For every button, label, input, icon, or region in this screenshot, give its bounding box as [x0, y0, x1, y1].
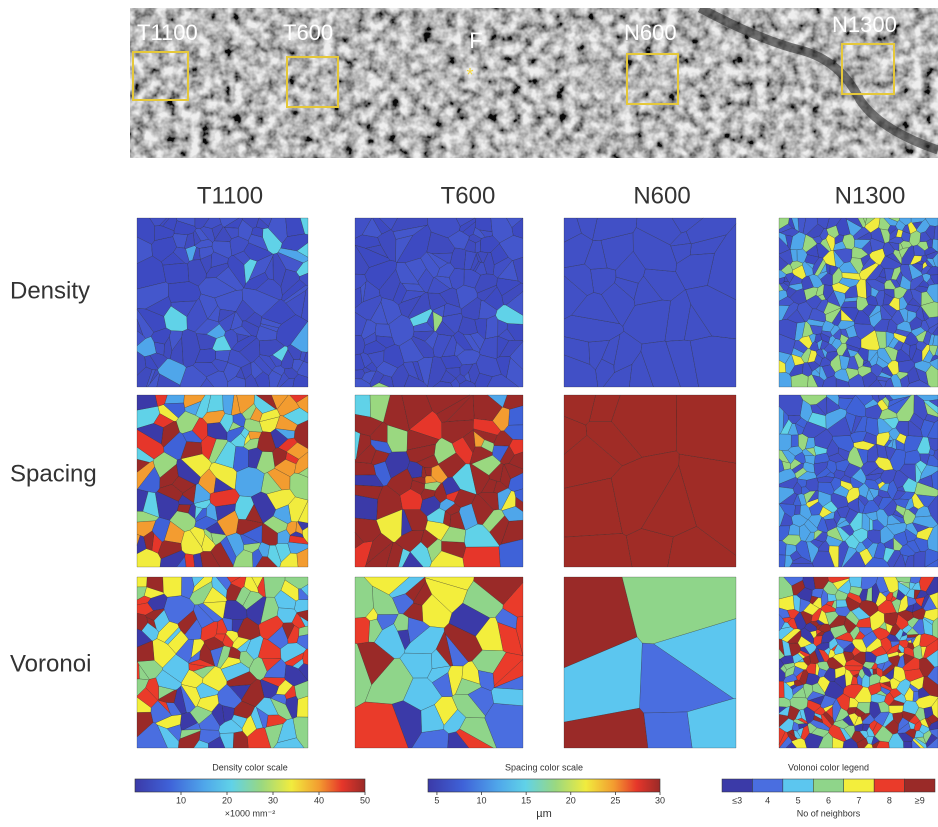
voronoi-cell [791, 435, 798, 447]
svg-text:*: * [466, 65, 473, 85]
legend-swatch [783, 779, 813, 792]
scale-unit: µm [536, 808, 552, 820]
voronoi-cell [836, 600, 847, 607]
voronoi-cell [779, 434, 791, 451]
map-panel [137, 395, 308, 567]
row-label: Spacing [10, 460, 97, 487]
voronoi-cell [644, 712, 692, 748]
voronoi-cell [795, 506, 801, 515]
tick-label: 20 [566, 795, 576, 805]
legend-swatch [905, 779, 935, 792]
voronoi-cell [870, 518, 873, 530]
fundus-label: F [469, 28, 482, 53]
tick-label: 30 [268, 795, 278, 805]
maps: T1100 T600 N600 N1300 Density Spacing Voronoi [10, 182, 938, 748]
tick-label: 50 [360, 795, 370, 805]
map-panel [564, 218, 736, 387]
voronoi-cell [185, 554, 195, 567]
column-header: T600 [441, 182, 496, 209]
voronoi-cell [779, 555, 785, 567]
voronoi-cell [355, 617, 370, 644]
color-bar [428, 779, 660, 792]
voronoi-cell [165, 395, 185, 404]
voronoi-cell [914, 551, 925, 567]
scale-title: Spacing color scale [505, 762, 583, 772]
fundus-label: T1100 [137, 20, 198, 45]
voronoi-cell [463, 547, 501, 567]
column-header: T1100 [197, 182, 263, 209]
legend-swatch [844, 779, 874, 792]
scale-title: Volonoi color legend [788, 762, 869, 772]
tick-label: 5 [434, 795, 439, 805]
column-header: N1300 [835, 182, 906, 209]
map-panel [355, 577, 523, 748]
map-panel [355, 395, 523, 567]
scales: Density color scale 10 20 30 40 50 ×1000 mm⁻² S… [135, 762, 935, 820]
fundus-image: * [130, 8, 938, 158]
tick-label: 40 [314, 795, 324, 805]
map-panel [564, 577, 736, 748]
scale-unit: ×1000 mm⁻² [225, 808, 276, 818]
voronoi-cell [790, 564, 814, 567]
voronoi-cell [297, 696, 308, 717]
legend-swatch [752, 779, 782, 792]
voronoi-cell [355, 395, 370, 417]
column-header: N600 [633, 182, 690, 209]
fundus-label: T600 [283, 20, 333, 45]
map-panel [137, 577, 308, 748]
map-panel [355, 218, 523, 387]
map-panel [564, 395, 736, 567]
map-panel [137, 218, 308, 387]
tick-label: 20 [222, 795, 232, 805]
legend-swatch [874, 779, 904, 792]
voronoi-cell [163, 263, 189, 284]
map-panel [779, 395, 938, 567]
legend-label: 4 [765, 795, 770, 805]
voronoi-cell [779, 681, 784, 698]
voronoi-cell [137, 577, 147, 587]
legend-swatch [813, 779, 843, 792]
voronoi-cell [491, 688, 523, 706]
scale-unit: No of neighbors [797, 808, 861, 818]
voronoi-cell [903, 741, 912, 748]
legend-label: ≤3 [732, 795, 742, 805]
legend-label: 6 [826, 795, 831, 805]
legend-label: ≥9 [915, 795, 925, 805]
voronoi-cell [873, 669, 877, 675]
figure: * T1100 T600 F N600 N1300 T1100 T600 N600 N… [0, 0, 938, 822]
voronoi-cell [163, 577, 182, 597]
tick-label: 15 [521, 795, 531, 805]
scale-title: Density color scale [212, 762, 288, 772]
color-bar [135, 779, 365, 792]
fundus-label: N1300 [832, 12, 897, 37]
voronoi-cell [564, 533, 632, 567]
fundus-label: N600 [624, 20, 677, 45]
row-label: Voronoi [10, 650, 91, 677]
tick-label: 10 [477, 795, 487, 805]
voronoi-cell [849, 577, 862, 588]
legend-label: 8 [887, 795, 892, 805]
map-panel [779, 218, 938, 387]
tick-label: 25 [610, 795, 620, 805]
tick-label: 30 [655, 795, 665, 805]
voronoi-cell [676, 395, 736, 463]
tick-label: 10 [176, 795, 186, 805]
row-label: Density [10, 277, 90, 304]
voronoi-cell [486, 315, 498, 338]
legend-label: 5 [796, 795, 801, 805]
map-panel [779, 577, 938, 748]
legend-label: 7 [856, 795, 861, 805]
legend-swatch [722, 779, 752, 792]
